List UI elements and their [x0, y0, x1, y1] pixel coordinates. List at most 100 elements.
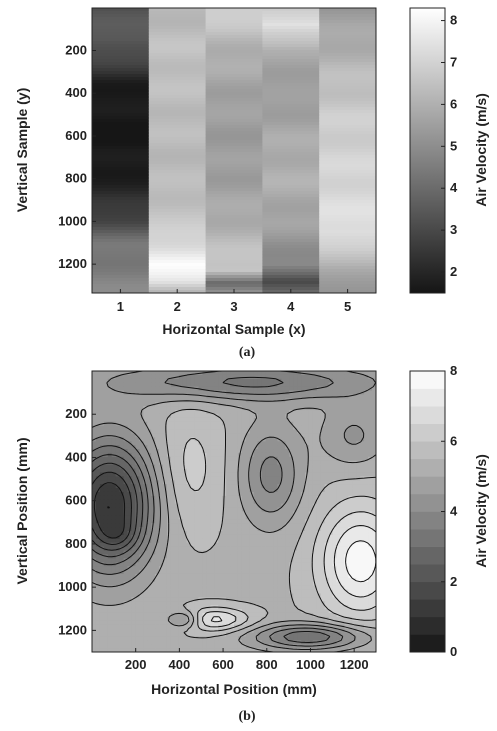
contour-cell: [103, 573, 109, 579]
contour-cell: [218, 394, 223, 399]
contour-cell: [332, 570, 338, 575]
contour-cell: [234, 597, 239, 602]
contour-cell: [234, 394, 239, 399]
contour-cell: [249, 445, 255, 450]
heatmap-cell: [92, 23, 150, 27]
contour-cell: [305, 531, 310, 536]
contour-cell: [218, 445, 223, 450]
heatmap-cell: [92, 221, 150, 225]
contour-cell: [95, 491, 101, 497]
contour-cell: [352, 480, 357, 485]
contour-cell: [241, 523, 247, 528]
contour-cell: [163, 425, 168, 431]
contour-cell: [143, 398, 148, 403]
contour-cell: [182, 452, 188, 458]
contour-cell: [234, 476, 239, 481]
contour-cell: [348, 531, 353, 536]
contour-cell: [99, 468, 105, 473]
contour-cell: [360, 581, 365, 587]
contour-cell: [340, 562, 345, 567]
contour-cell: [174, 566, 180, 571]
contour-cell: [301, 476, 306, 481]
contour-cell: [115, 413, 121, 419]
contour-cell: [352, 429, 357, 434]
contour-cell: [178, 570, 184, 575]
contour-cell: [281, 519, 286, 524]
contour-cell: [265, 491, 270, 497]
contour-cell: [111, 503, 117, 509]
contour-cell: [328, 464, 334, 470]
contour-cell: [273, 476, 278, 481]
contour-cell: [356, 378, 361, 384]
contour-cell: [237, 550, 243, 555]
contour-cell: [147, 605, 152, 610]
contour-cell: [190, 437, 196, 442]
contour-cell: [214, 581, 219, 587]
heatmap-cell: [205, 116, 263, 120]
contour-cell: [316, 585, 322, 591]
heatmap-cell: [262, 98, 320, 102]
contour-cell: [293, 371, 298, 376]
contour-cell: [222, 413, 227, 419]
contour-cell: [261, 527, 267, 532]
contour-cell: [316, 566, 322, 571]
contour-cell: [356, 507, 361, 512]
contour-cell: [364, 398, 369, 403]
contour-cell: [257, 519, 263, 524]
contour-cell: [210, 495, 215, 501]
contour-cell: [257, 437, 263, 442]
contour-cell: [265, 413, 270, 419]
contour-cell: [123, 371, 128, 376]
contour-cell: [297, 601, 302, 606]
contour-cell: [265, 484, 270, 489]
contour-cell: [308, 577, 314, 583]
contour-cell: [222, 371, 227, 376]
contour-cell: [95, 390, 101, 395]
contour-cell: [218, 382, 223, 388]
contour-cell: [111, 468, 117, 473]
heatmap-cell: [148, 92, 206, 96]
contour-cell: [297, 452, 302, 458]
contour-cell: [123, 519, 128, 524]
contour-cell: [344, 577, 349, 583]
contour-cell: [214, 534, 219, 540]
contour-cell: [336, 445, 341, 450]
contour-cell: [312, 456, 318, 462]
contour-cell: [111, 480, 117, 485]
contour-cell: [143, 491, 148, 497]
heatmap-cell: [148, 14, 206, 18]
contour-cell: [107, 597, 113, 602]
contour-cell: [186, 472, 192, 477]
contour-cell: [301, 605, 306, 610]
contour-cell: [289, 417, 294, 423]
contour-cell: [95, 378, 101, 384]
contour-cell: [210, 484, 215, 489]
contour-cell: [372, 456, 376, 462]
contour-cell: [277, 445, 282, 450]
contour-cell: [269, 593, 274, 598]
contour-cell: [230, 570, 235, 575]
heatmap-cell: [148, 251, 206, 255]
contour-cell: [328, 445, 334, 450]
contour-cell: [312, 585, 318, 591]
contour-cell: [320, 429, 326, 434]
contour-cell: [356, 374, 361, 380]
contour-cell: [265, 452, 270, 458]
heatmap-cell: [92, 134, 150, 138]
contour-cell: [249, 523, 255, 528]
contour-cell: [316, 577, 322, 583]
contour-cell: [324, 491, 330, 497]
x-axis-title-a: Horizontal Sample (x): [162, 321, 305, 337]
contour-cell: [261, 581, 267, 587]
heatmap-cell: [319, 209, 376, 213]
contour-cell: [170, 390, 176, 395]
heatmap-cell: [148, 152, 206, 156]
contour-cell: [190, 484, 196, 489]
contour-cell: [174, 417, 180, 423]
contour-cell: [131, 570, 136, 575]
heatmap-cell: [148, 38, 206, 42]
contour-cell: [336, 566, 341, 571]
contour-cell: [226, 605, 231, 610]
contour-cell: [210, 527, 215, 532]
contour-cell: [182, 550, 188, 555]
